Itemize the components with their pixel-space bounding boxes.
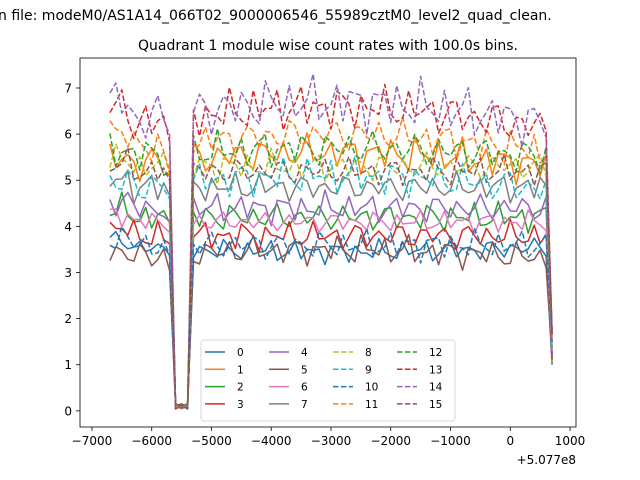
- legend-label-7: 7: [301, 399, 308, 411]
- y-tick-label: 0: [64, 404, 72, 418]
- y-tick-label: 4: [64, 220, 72, 234]
- x-axis-offset-label: +5.077e8: [517, 453, 576, 467]
- y-tick-label: 5: [64, 174, 72, 188]
- y-tick-label: 1: [64, 358, 72, 372]
- x-tick-label: 0: [506, 434, 514, 448]
- legend-label-5: 5: [301, 364, 308, 376]
- figure-suptitle: n file: modeM0/AS1A14_066T02_9000006546_…: [0, 8, 552, 24]
- x-tick-label: −1000: [430, 434, 471, 448]
- legend-label-10: 10: [365, 382, 378, 394]
- chart-title: Quadrant 1 module wise count rates with …: [138, 38, 518, 54]
- legend-label-4: 4: [301, 347, 308, 359]
- legend-label-6: 6: [301, 382, 308, 394]
- legend-label-9: 9: [365, 364, 372, 376]
- y-tick-label: 6: [64, 128, 72, 142]
- legend-label-2: 2: [237, 382, 244, 394]
- legend-label-15: 15: [429, 399, 442, 411]
- legend-box: [200, 339, 456, 422]
- x-tick-label: −6000: [131, 434, 172, 448]
- legend-label-1: 1: [237, 364, 244, 376]
- legend-label-12: 12: [429, 347, 442, 359]
- series-line-9: [109, 156, 553, 410]
- x-tick-label: −3000: [311, 434, 352, 448]
- legend-label-0: 0: [237, 347, 244, 359]
- y-tick-label: 2: [64, 312, 72, 326]
- x-tick-label: −7000: [72, 434, 113, 448]
- y-axis: 0 1 2 3 4 5 6 7: [64, 81, 80, 418]
- series-line-14: [109, 73, 553, 409]
- series-line-13: [109, 83, 553, 410]
- legend-label-3: 3: [237, 399, 244, 411]
- axes-frame: [79, 57, 577, 428]
- x-axis: −7000 −6000 −5000 −4000 −3000 −2000 −1000 0 1000: [72, 427, 586, 448]
- legend-label-13: 13: [429, 364, 442, 376]
- x-tick-label: 1000: [555, 434, 586, 448]
- x-tick-label: −4000: [251, 434, 292, 448]
- x-tick-label: −2000: [370, 434, 411, 448]
- legend-label-14: 14: [429, 382, 443, 394]
- series-lines: [109, 73, 553, 410]
- legend-label-11: 11: [365, 399, 378, 411]
- series-line-15: [109, 146, 553, 410]
- series-line-10: [109, 225, 553, 409]
- series-line-12: [109, 127, 553, 409]
- x-tick-label: −5000: [191, 434, 232, 448]
- y-tick-label: 3: [64, 266, 72, 280]
- legend-label-8: 8: [365, 347, 372, 359]
- y-tick-label: 7: [64, 81, 72, 95]
